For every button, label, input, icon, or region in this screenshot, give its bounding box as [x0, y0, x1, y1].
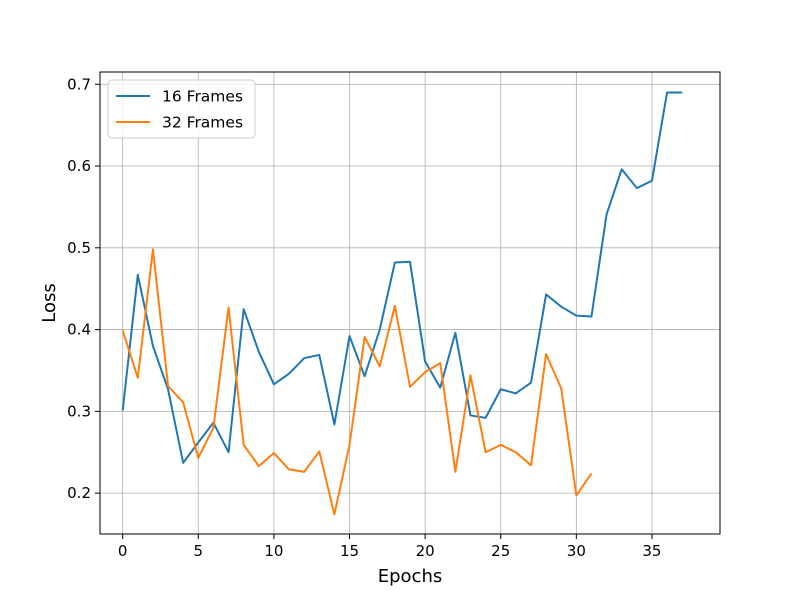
series-line-16-frames: [121, 91, 683, 464]
x-tick-label: 35: [642, 542, 661, 560]
y-tick-label: 0.4: [67, 321, 91, 339]
x-tick-label: 5: [194, 542, 204, 560]
x-tick-label: 20: [416, 542, 435, 560]
legend-label-32-frames: 32 Frames: [162, 114, 243, 132]
y-tick-label: 0.7: [67, 75, 91, 93]
y-tick-label: 0.6: [67, 157, 91, 175]
x-tick-label: 0: [118, 542, 128, 560]
x-tick-label: 30: [567, 542, 586, 560]
legend-box: [107, 79, 256, 139]
legend-label-16-frames: 16 Frames: [162, 88, 243, 106]
legend: 16 Frames 32 Frames: [107, 79, 256, 139]
x-tick-label: 25: [491, 542, 510, 560]
tick-layer: 0 5 10 15 20 25 30 35 0.2 0.3 0.4 0.5 0.6 0.7: [67, 75, 661, 560]
y-tick-label: 0.3: [67, 402, 91, 420]
y-axis-label: Loss: [39, 283, 60, 322]
y-tick-label: 0.2: [67, 484, 91, 502]
x-axis-label: Epochs: [378, 566, 443, 587]
grid-layer: [100, 72, 720, 534]
x-tick-label: 15: [340, 542, 359, 560]
series-layer: [121, 91, 683, 516]
y-tick-label: 0.5: [67, 239, 91, 257]
plot-frame: [99, 71, 721, 535]
x-tick-label: 10: [264, 542, 283, 560]
series-line-32-frames: [121, 248, 593, 516]
